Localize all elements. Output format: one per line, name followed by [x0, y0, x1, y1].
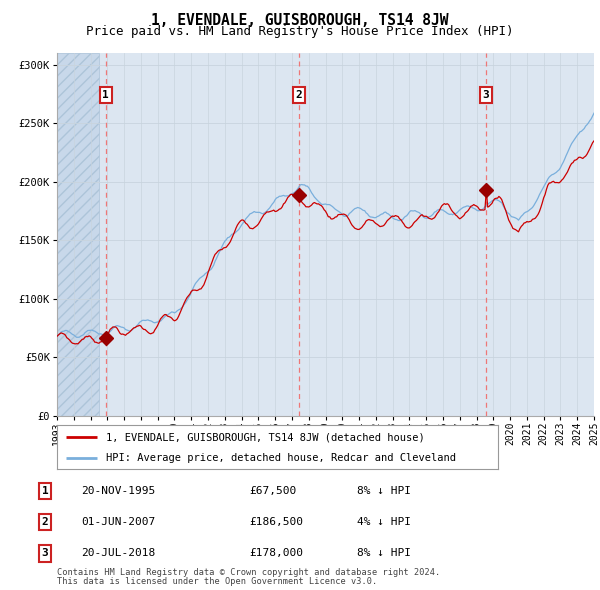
Text: 20-NOV-1995: 20-NOV-1995 — [81, 486, 155, 496]
Text: 01-JUN-2007: 01-JUN-2007 — [81, 517, 155, 527]
Text: This data is licensed under the Open Government Licence v3.0.: This data is licensed under the Open Gov… — [57, 578, 377, 586]
Text: £67,500: £67,500 — [249, 486, 296, 496]
Text: 3: 3 — [482, 90, 489, 100]
Text: 2: 2 — [296, 90, 302, 100]
Text: 1: 1 — [102, 90, 109, 100]
Text: Price paid vs. HM Land Registry's House Price Index (HPI): Price paid vs. HM Land Registry's House … — [86, 25, 514, 38]
Text: £178,000: £178,000 — [249, 549, 303, 558]
Text: £186,500: £186,500 — [249, 517, 303, 527]
Text: 2: 2 — [41, 517, 49, 527]
Text: Contains HM Land Registry data © Crown copyright and database right 2024.: Contains HM Land Registry data © Crown c… — [57, 568, 440, 577]
Text: 8% ↓ HPI: 8% ↓ HPI — [357, 549, 411, 558]
Text: 1, EVENDALE, GUISBOROUGH, TS14 8JW: 1, EVENDALE, GUISBOROUGH, TS14 8JW — [151, 13, 449, 28]
Text: 1: 1 — [41, 486, 49, 496]
Text: 4% ↓ HPI: 4% ↓ HPI — [357, 517, 411, 527]
Bar — [57, 53, 99, 416]
Text: HPI: Average price, detached house, Redcar and Cleveland: HPI: Average price, detached house, Redc… — [106, 453, 455, 463]
Text: 8% ↓ HPI: 8% ↓ HPI — [357, 486, 411, 496]
Text: 3: 3 — [41, 549, 49, 558]
Text: 1, EVENDALE, GUISBOROUGH, TS14 8JW (detached house): 1, EVENDALE, GUISBOROUGH, TS14 8JW (deta… — [106, 432, 424, 442]
Text: 20-JUL-2018: 20-JUL-2018 — [81, 549, 155, 558]
